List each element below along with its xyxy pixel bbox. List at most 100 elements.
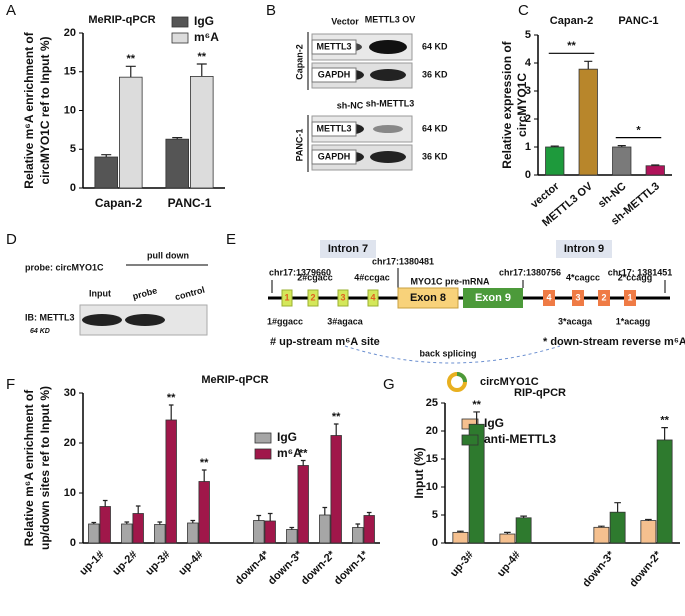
error-bar xyxy=(598,525,605,528)
bar xyxy=(154,524,166,544)
error-bar xyxy=(201,469,207,482)
error-bar xyxy=(196,63,207,77)
error-bar xyxy=(157,521,163,525)
exon xyxy=(463,288,523,308)
error-bar xyxy=(651,164,660,166)
bar xyxy=(119,76,143,189)
intron: Intron 7 xyxy=(328,243,368,255)
band xyxy=(125,314,165,326)
site-label: 2#cgacc xyxy=(297,272,333,282)
legend-swatch xyxy=(171,16,189,28)
site-box xyxy=(367,289,379,307)
error-bar xyxy=(289,526,295,530)
exon xyxy=(397,287,459,309)
cell-line: Capan-2 xyxy=(294,44,304,80)
legend-swatch xyxy=(254,432,272,444)
splicing: back splicing xyxy=(419,348,476,358)
panel-letter: F xyxy=(6,376,15,393)
significance: ** xyxy=(197,51,206,63)
error-bar xyxy=(300,459,306,466)
error-bar xyxy=(172,137,183,140)
y-axis-label: Relative m⁶A enrichment of xyxy=(22,389,36,546)
site-number: 1 xyxy=(627,292,632,302)
site-box xyxy=(281,289,293,307)
intron: Intron 9 xyxy=(564,243,604,255)
error-bar xyxy=(267,512,273,521)
chart: 0 5 10 15 20 MeRIP-qPCR Relative m⁶A enrichmen… xyxy=(22,14,225,210)
chart-title: MeRIP-qPCR xyxy=(201,374,268,386)
gene: MYO1C pre-mRNA xyxy=(410,276,490,286)
bar xyxy=(545,146,565,176)
bar xyxy=(121,523,133,544)
site-box xyxy=(543,290,555,306)
y-tick-label: 10 xyxy=(426,481,438,493)
panel-letter: C xyxy=(518,2,529,19)
site-label: 4*cagcc xyxy=(566,272,600,282)
significance: ** xyxy=(299,447,308,459)
site-label: 4#ccgac xyxy=(354,272,390,282)
y-tick-label: 20 xyxy=(426,425,438,437)
legend-swatch xyxy=(171,32,189,44)
label-box xyxy=(311,149,357,165)
error-bar xyxy=(366,511,372,516)
bar xyxy=(499,533,516,544)
bar xyxy=(640,520,657,544)
error-bar xyxy=(135,505,141,514)
site-number: 3 xyxy=(340,292,345,302)
error-bar xyxy=(190,519,196,523)
bar xyxy=(198,481,210,544)
bar xyxy=(286,529,298,544)
bar xyxy=(165,419,177,544)
probe-label: probe: circMYO1C xyxy=(25,262,104,272)
site-number: 2 xyxy=(601,292,606,302)
site-label: 3*acaga xyxy=(558,316,593,326)
error-bar xyxy=(124,521,130,524)
y-tick-label: 25 xyxy=(426,397,438,409)
band xyxy=(370,151,406,163)
lane-label: METTL3 OV xyxy=(365,14,416,24)
panel-letter: G xyxy=(383,376,395,393)
bar xyxy=(165,138,189,189)
error-bar xyxy=(504,531,511,535)
y-tick-label: 0 xyxy=(525,169,531,181)
x-tick-label: PANC-1 xyxy=(168,196,212,210)
coord: chr17:1380756 xyxy=(499,267,561,277)
significance: ** xyxy=(200,457,209,469)
y-tick-label: 15 xyxy=(426,453,438,465)
y-tick-label: 10 xyxy=(64,104,76,116)
bar xyxy=(363,515,375,544)
error-bar xyxy=(457,530,464,533)
bar xyxy=(612,146,632,176)
significance: ** xyxy=(167,392,176,404)
size: 64 KD xyxy=(422,123,448,133)
coord: chr17:1379660 xyxy=(269,267,331,277)
size: 64 KD xyxy=(30,328,50,335)
size: 36 KD xyxy=(422,151,448,161)
panel-letter: A xyxy=(6,2,16,19)
significance: ** xyxy=(472,399,481,411)
antibody: IB: METTL3 xyxy=(25,312,75,322)
legend-label: IgG xyxy=(277,430,297,444)
bar xyxy=(515,517,532,544)
site-box xyxy=(307,289,319,307)
protein: GAPDH xyxy=(318,69,351,79)
y-axis-label: Relative expression of xyxy=(500,40,514,168)
lane-label: sh-NC xyxy=(337,100,364,110)
y-tick-label: 15 xyxy=(64,66,76,78)
site-number: 3 xyxy=(575,292,580,302)
lane-label: sh-METTL3 xyxy=(366,98,415,108)
panel-letter: E xyxy=(226,231,236,248)
y-axis-label: circMYO1C xyxy=(515,73,529,137)
panel-letters: A B C D E F G xyxy=(6,2,529,393)
significance: ** xyxy=(332,411,341,423)
site-label: 3#agaca xyxy=(327,316,364,326)
site-label: 2*ccagg xyxy=(618,272,653,282)
band xyxy=(369,40,407,54)
site-box xyxy=(337,289,349,307)
site-label: 1#ggacc xyxy=(267,316,303,326)
y-tick-label: 5 xyxy=(432,509,438,521)
chart-title: RIP-qPCR xyxy=(514,387,566,399)
error-bar xyxy=(322,506,328,515)
